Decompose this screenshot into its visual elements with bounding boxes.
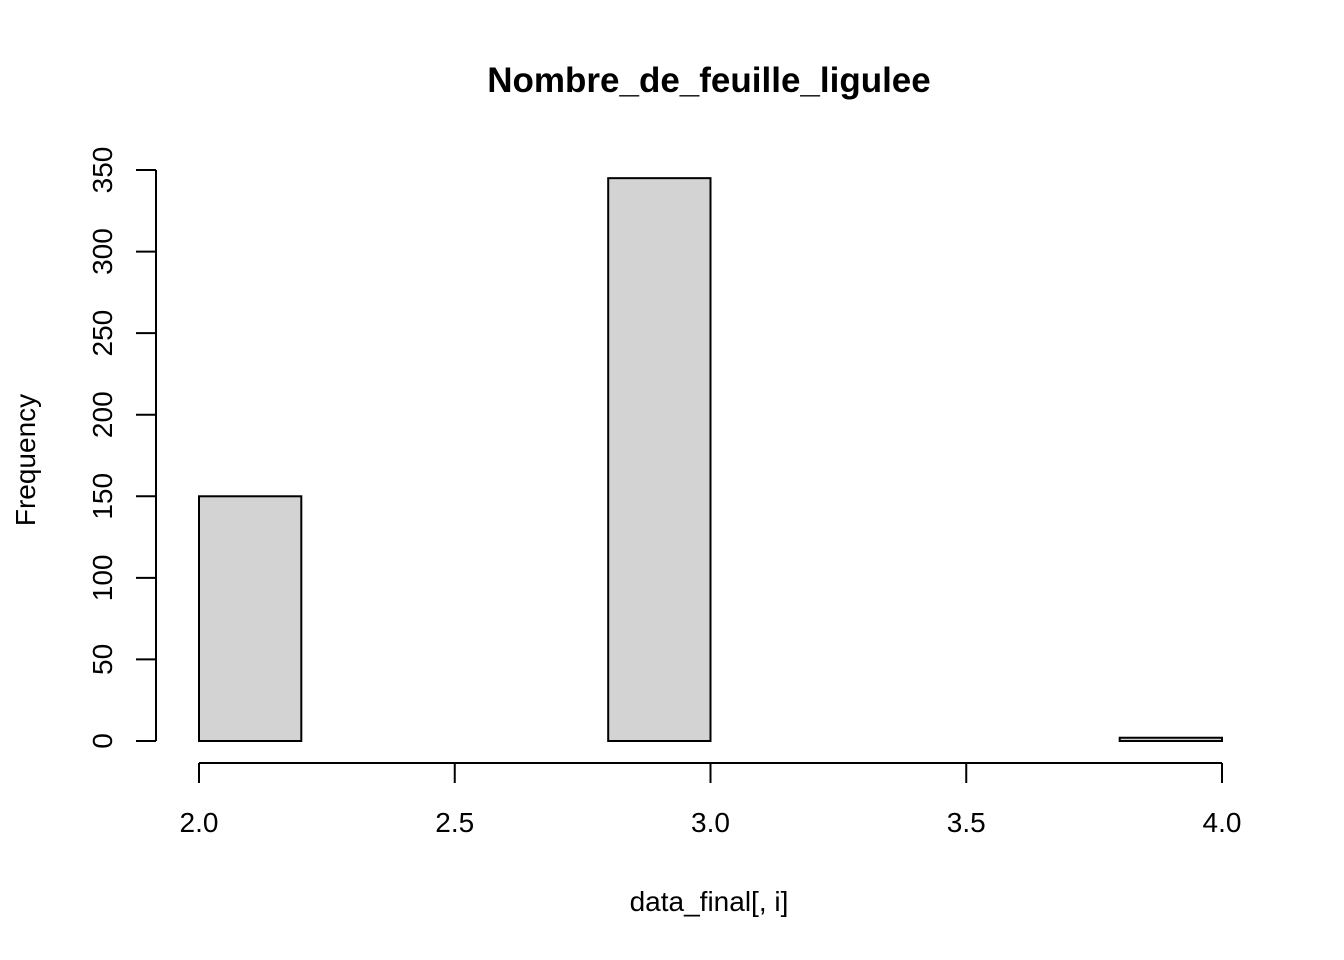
- x-tick-label: 4.0: [1203, 807, 1242, 838]
- y-tick-label: 50: [87, 644, 118, 675]
- x-axis: 2.0 2.5 3.0 3.5 4.0: [180, 762, 1242, 838]
- y-tick-label: 300: [87, 228, 118, 275]
- y-tick-label: 150: [87, 473, 118, 520]
- x-tick-label: 3.0: [691, 807, 730, 838]
- bars-group: [198, 177, 1223, 742]
- x-tick-label: 2.0: [180, 807, 219, 838]
- y-tick-label: 200: [87, 391, 118, 438]
- y-tick-label: 350: [87, 147, 118, 194]
- chart-title: Nombre_de_feuille_ligulee: [487, 61, 930, 100]
- y-axis: 0 50 100 150 200 250 300 350: [87, 147, 157, 749]
- y-tick-label: 250: [87, 310, 118, 357]
- x-axis-label: data_final[, i]: [630, 886, 789, 917]
- y-tick-label: 100: [87, 554, 118, 601]
- histogram-bar: [607, 177, 712, 742]
- x-tick-label: 3.5: [947, 807, 986, 838]
- y-axis-label: Frequency: [10, 394, 41, 526]
- x-tick-label: 2.5: [435, 807, 474, 838]
- y-tick-label: 0: [87, 733, 118, 749]
- histogram-bar: [198, 495, 303, 742]
- histogram-bar: [1118, 736, 1223, 742]
